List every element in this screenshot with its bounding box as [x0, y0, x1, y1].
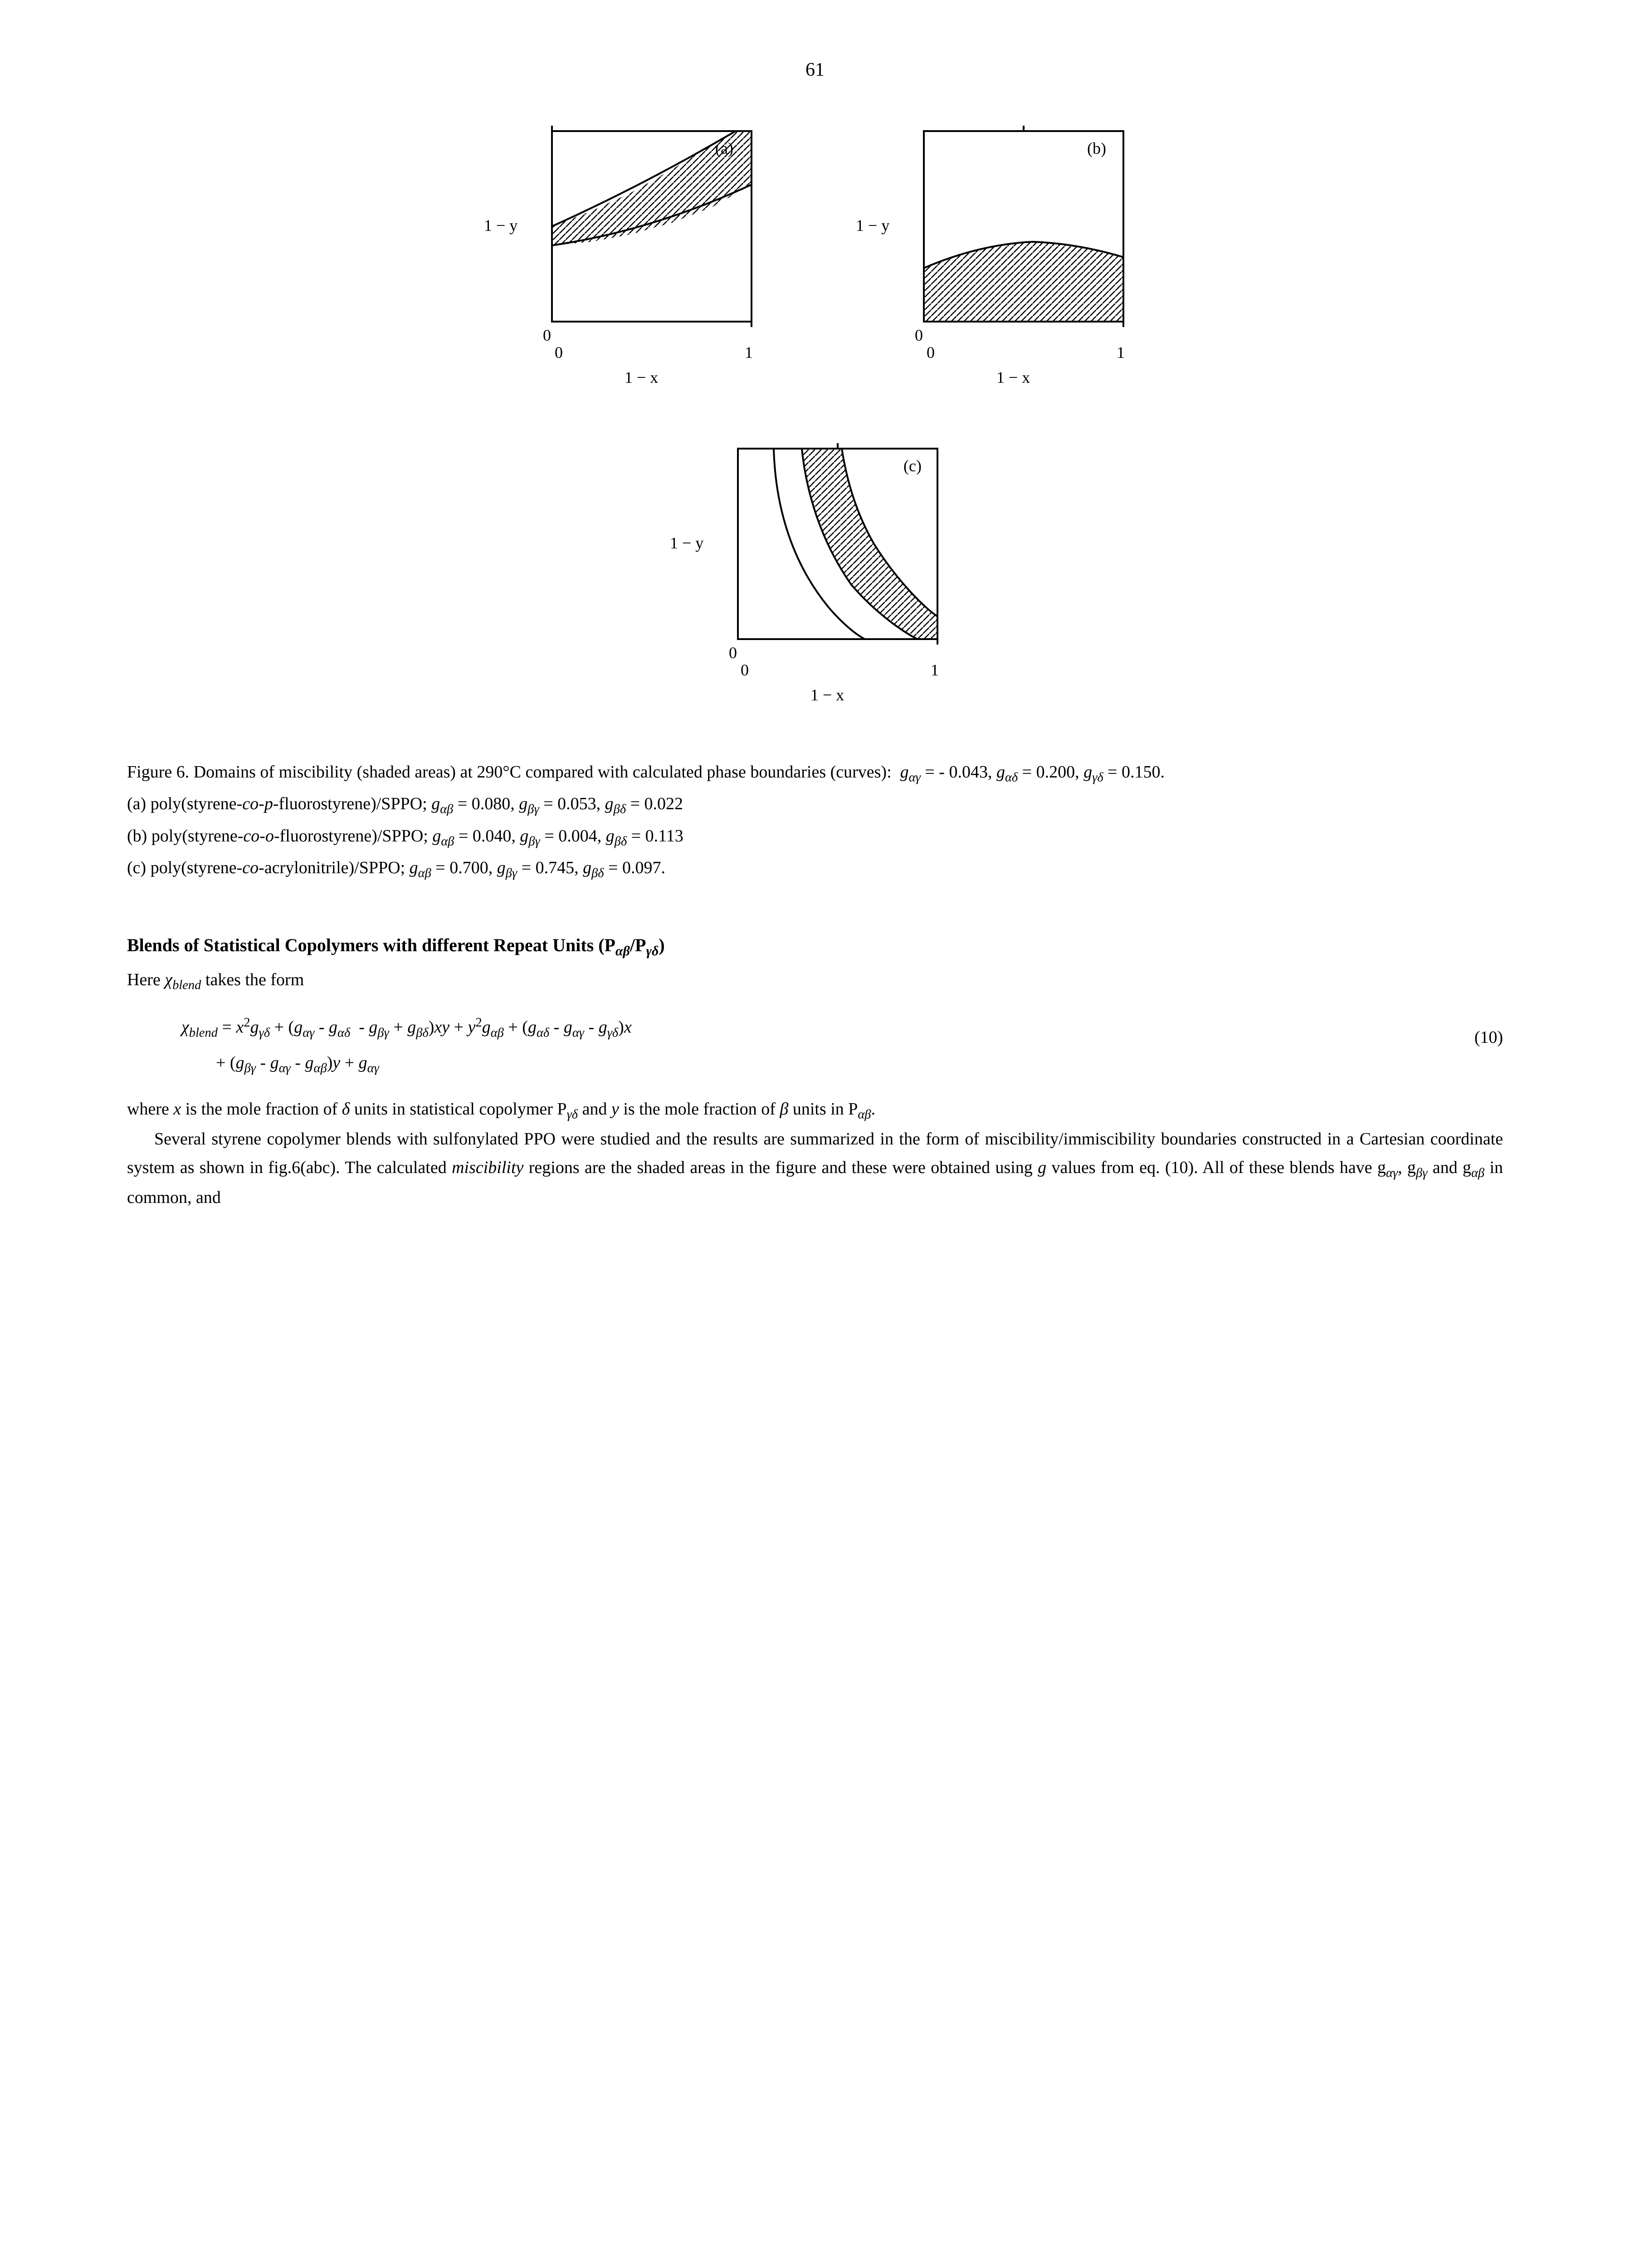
- figure-caption: Figure 6. Domains of miscibility (shaded…: [127, 757, 1503, 885]
- figure-panel-a: 1 − y 0 0 1 1 − x (a): [470, 113, 788, 403]
- section-intro: Here χblend takes the form: [127, 966, 1503, 996]
- equation-number: (10): [1440, 1010, 1503, 1052]
- caption-a-label: (a): [127, 794, 146, 813]
- panel-a-xlabel: 1 − x: [625, 368, 658, 386]
- panel-a-yorigin: 0: [543, 326, 551, 344]
- figure-panel-c: 1 − y 0 0 1 1 − x (c): [656, 430, 974, 721]
- caption-title: Figure 6.: [127, 763, 189, 782]
- caption-c-system: poly(styrene-co-acrylonitrile)/SPPO;: [151, 858, 405, 877]
- panel-c-xend: 1: [931, 661, 939, 679]
- panel-b-yorigin: 0: [915, 326, 923, 344]
- body-text: where x is the mole fraction of δ units …: [127, 1095, 1503, 1212]
- caption-c-label: (c): [127, 858, 146, 877]
- panel-b-xlabel: 1 − x: [996, 368, 1030, 386]
- panel-b-xorigin: 0: [927, 343, 935, 362]
- panel-a-xorigin: 0: [555, 343, 563, 362]
- page-number: 61: [127, 54, 1503, 86]
- panel-c-ylabel: 1 − y: [670, 534, 703, 552]
- caption-b-label: (b): [127, 826, 147, 846]
- panel-a-xend: 1: [745, 343, 753, 362]
- figure-panel-b: 1 − y 0 0 1 1 − x (b): [842, 113, 1160, 403]
- panel-a-label: (a): [715, 139, 733, 157]
- panel-b-ylabel: 1 − y: [856, 216, 889, 235]
- caption-lead: Domains of miscibility (shaded areas) at…: [194, 763, 892, 782]
- panel-c-xorigin: 0: [741, 661, 749, 679]
- caption-a-system: poly(styrene-co-p-fluorostyrene)/SPPO;: [151, 794, 427, 813]
- panel-c-label: (c): [903, 457, 922, 475]
- figure-6: 1 − y 0 0 1 1 − x (a): [127, 113, 1503, 720]
- section-title: Blends of Statistical Copolymers with di…: [127, 930, 1503, 963]
- equation-10: χblend = x2gγδ + (gαγ - gαδ - gβγ + gβδ)…: [181, 1010, 1503, 1081]
- panel-c-yorigin: 0: [729, 644, 737, 662]
- panel-c-xlabel: 1 − x: [810, 686, 844, 704]
- caption-b-system: poly(styrene-co-o-fluorostyrene)/SPPO;: [151, 826, 428, 846]
- panel-b-label: (b): [1087, 139, 1106, 157]
- panel-a-ylabel: 1 − y: [484, 216, 517, 235]
- panel-b-xend: 1: [1117, 343, 1125, 362]
